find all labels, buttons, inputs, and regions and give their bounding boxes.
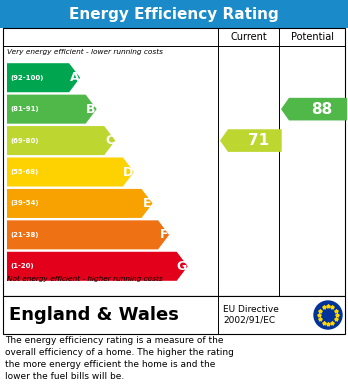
Polygon shape — [7, 252, 188, 281]
Bar — [0, 0, 348, 28]
Text: F: F — [160, 228, 168, 241]
Polygon shape — [7, 221, 169, 249]
Text: G: G — [176, 260, 187, 273]
Text: C: C — [105, 134, 114, 147]
Text: 88: 88 — [311, 102, 333, 117]
Polygon shape — [220, 129, 282, 152]
Bar — [3, 296, 345, 334]
Text: (21-38): (21-38) — [10, 232, 39, 238]
Polygon shape — [7, 126, 115, 155]
Text: Potential: Potential — [291, 32, 333, 42]
Polygon shape — [281, 98, 347, 120]
Polygon shape — [7, 95, 97, 124]
Bar — [3, 28, 345, 296]
Text: (1-20): (1-20) — [10, 263, 34, 269]
Text: E: E — [143, 197, 151, 210]
Text: England & Wales: England & Wales — [9, 306, 179, 324]
Text: Very energy efficient - lower running costs: Very energy efficient - lower running co… — [7, 49, 163, 55]
Text: The energy efficiency rating is a measure of the
overall efficiency of a home. T: The energy efficiency rating is a measur… — [5, 336, 234, 382]
Text: (81-91): (81-91) — [10, 106, 39, 112]
Text: (39-54): (39-54) — [10, 201, 39, 206]
Text: Current: Current — [230, 32, 267, 42]
Text: (69-80): (69-80) — [10, 138, 39, 143]
Circle shape — [314, 301, 342, 329]
Text: D: D — [123, 165, 133, 179]
Text: Energy Efficiency Rating: Energy Efficiency Rating — [69, 7, 279, 22]
Text: A: A — [70, 71, 79, 84]
Text: EU Directive: EU Directive — [223, 305, 279, 314]
Text: (55-68): (55-68) — [10, 169, 38, 175]
Polygon shape — [7, 158, 134, 187]
Polygon shape — [7, 63, 80, 92]
Text: B: B — [86, 103, 96, 116]
Text: 2002/91/EC: 2002/91/EC — [223, 316, 275, 325]
Text: (92-100): (92-100) — [10, 75, 44, 81]
Polygon shape — [7, 189, 152, 218]
Text: Not energy efficient - higher running costs: Not energy efficient - higher running co… — [7, 276, 163, 282]
Text: 71: 71 — [248, 133, 269, 148]
